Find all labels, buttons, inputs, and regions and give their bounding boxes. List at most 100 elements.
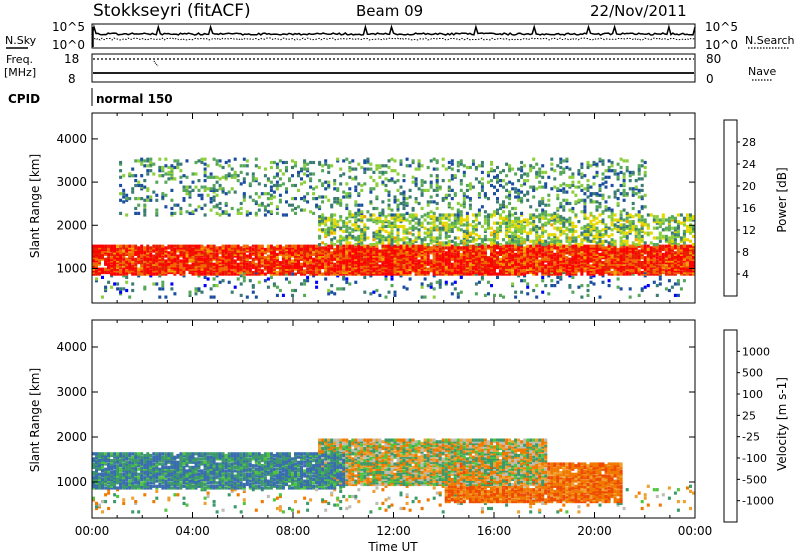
heatmap-cell [336,287,340,291]
heatmap-cell [402,190,406,194]
heatmap-cell [275,262,279,266]
heatmap-cell [194,249,198,253]
heatmap-cell [426,246,430,250]
heatmap-cell [414,179,418,183]
heatmap-cell [137,159,141,163]
heatmap-cell [360,183,364,188]
heatmap-cell [429,259,433,263]
heatmap-cell [236,211,240,215]
heatmap-cell [619,287,623,291]
heatmap-cell [562,259,566,263]
heatmap-cell [526,192,530,196]
heatmap-cell [462,170,466,174]
heatmap-cell [589,233,593,237]
heatmap-cell [628,221,632,225]
heatmap-cell [538,238,542,242]
heatmap-cell [423,249,427,253]
heatmap-cell [131,257,135,261]
heatmap-cell [493,221,496,225]
heatmap-cell [354,251,358,255]
heatmap-cell [375,233,379,237]
heatmap-cell [480,238,484,242]
heatmap-cell [143,213,147,217]
heatmap-cell [384,215,388,219]
heatmap-cell [269,197,273,201]
heatmap-cell [194,246,198,250]
heatmap-cell [438,233,442,237]
heatmap-cell [471,185,475,189]
heatmap-cell [477,249,481,253]
heatmap-cell [622,188,626,192]
heatmap-cell [532,195,536,199]
heatmap-cell [360,238,364,242]
heatmap-cell [266,254,270,258]
heatmap-cell [429,251,433,255]
heatmap-cell [300,251,303,255]
heatmap-cell [604,251,608,255]
heatmap-cell [589,224,593,229]
heatmap-cell [432,287,436,291]
heatmap-cell [634,224,638,229]
heatmap-cell [556,206,560,211]
heatmap-cell [483,293,487,297]
heatmap-cell [571,175,575,179]
heatmap-cell [405,259,409,263]
heatmap-cell [514,267,518,271]
heatmap-cell [272,282,276,286]
heatmap-cell [224,267,228,271]
heatmap-cell [327,231,331,235]
heatmap-cell [465,188,469,192]
heatmap-cell [378,264,382,268]
heatmap-cell [149,198,153,202]
heatmap-cell [562,244,566,248]
heatmap-cell [164,259,168,263]
heatmap-cell [568,247,572,252]
heatmap-cell [444,246,448,250]
heatmap-cell [92,246,95,250]
heatmap-cell [634,234,638,238]
heatmap-cell [164,295,168,299]
heatmap-cell [143,159,147,163]
heatmap-cell [269,275,273,279]
heatmap-cell [571,210,575,214]
heatmap-cell [622,175,626,179]
heatmap-cell [502,259,505,263]
heatmap-cell [173,259,177,263]
heatmap-cell [493,210,496,214]
heatmap-cell [595,246,599,250]
heatmap-cell [339,267,343,271]
heatmap-cell [523,262,527,266]
heatmap-cell [607,195,611,199]
heatmap-cell [194,272,198,276]
heatmap-cell [357,210,361,214]
heatmap-cell [441,262,445,266]
heatmap-cell [164,205,168,209]
heatmap-cell [360,233,364,237]
heatmap-cell [182,185,186,189]
heatmap-cell [571,206,575,211]
heatmap-cell [137,183,141,188]
heatmap-cell [275,165,279,170]
heatmap-cell [269,201,273,206]
heatmap-cell [601,246,605,250]
heatmap-cell [354,249,358,253]
heatmap-cell [372,259,376,263]
heatmap-cell [538,203,542,207]
heatmap-cell [414,177,418,181]
heatmap-cell [324,228,328,232]
heatmap-cell [622,179,626,183]
heatmap-cell [450,267,454,271]
heatmap-cell [275,270,279,275]
heatmap-cell [306,192,310,196]
heatmap-cell [586,251,590,255]
heatmap-cell [164,157,168,161]
heatmap-cell [275,180,279,184]
heatmap-cell [616,270,620,275]
heatmap-cell [366,267,370,271]
heatmap-cell [438,187,442,191]
heatmap-cell [384,238,388,242]
heatmap-cell [369,244,373,248]
heatmap-cell [402,192,406,196]
heatmap-cell [354,218,358,222]
heatmap-cell [496,188,499,192]
